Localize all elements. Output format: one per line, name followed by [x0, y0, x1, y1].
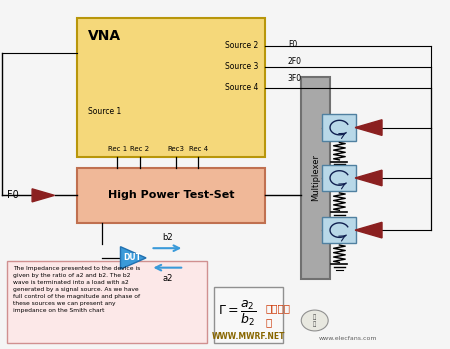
Polygon shape — [121, 247, 146, 269]
Polygon shape — [355, 170, 382, 186]
Circle shape — [301, 310, 328, 331]
Text: The Impedance presented to the device is
given by the ratio of a2 and b2. The b2: The Impedance presented to the device is… — [13, 266, 140, 313]
Text: DUT: DUT — [123, 253, 141, 262]
FancyBboxPatch shape — [301, 77, 330, 279]
Text: 电
子: 电 子 — [313, 314, 316, 327]
FancyBboxPatch shape — [214, 288, 284, 343]
Text: b2: b2 — [162, 233, 173, 242]
Text: 网: 网 — [266, 317, 272, 327]
FancyBboxPatch shape — [322, 165, 356, 191]
Polygon shape — [32, 189, 54, 202]
FancyBboxPatch shape — [322, 217, 356, 243]
FancyBboxPatch shape — [77, 168, 265, 223]
Text: F0: F0 — [288, 40, 297, 49]
Text: Source 3: Source 3 — [225, 62, 259, 71]
Text: Source 2: Source 2 — [225, 42, 259, 50]
Text: VNA: VNA — [88, 29, 122, 43]
Polygon shape — [355, 222, 382, 238]
FancyBboxPatch shape — [77, 18, 265, 157]
Text: Multiplexer: Multiplexer — [311, 155, 320, 201]
Text: F0: F0 — [7, 190, 19, 200]
FancyBboxPatch shape — [7, 261, 207, 343]
Text: 微波射频: 微波射频 — [266, 303, 290, 313]
Text: Rec3: Rec3 — [167, 146, 184, 152]
Text: 3F0: 3F0 — [288, 74, 302, 83]
Text: Source 4: Source 4 — [225, 83, 259, 92]
Text: High Power Test-Set: High Power Test-Set — [108, 190, 234, 200]
FancyBboxPatch shape — [322, 114, 356, 141]
Text: Rec 2: Rec 2 — [130, 146, 149, 152]
Text: WWW.MWRF.NET: WWW.MWRF.NET — [212, 332, 285, 341]
Text: Rec 4: Rec 4 — [189, 146, 207, 152]
Text: 2F0: 2F0 — [288, 57, 302, 66]
Text: $\Gamma = \dfrac{a_2}{b_2}$: $\Gamma = \dfrac{a_2}{b_2}$ — [218, 299, 256, 328]
Text: Source 1: Source 1 — [88, 107, 122, 117]
Text: www.elecfans.com: www.elecfans.com — [319, 336, 378, 341]
Text: a2: a2 — [162, 274, 172, 283]
Text: Rec 1: Rec 1 — [108, 146, 127, 152]
Polygon shape — [355, 120, 382, 135]
